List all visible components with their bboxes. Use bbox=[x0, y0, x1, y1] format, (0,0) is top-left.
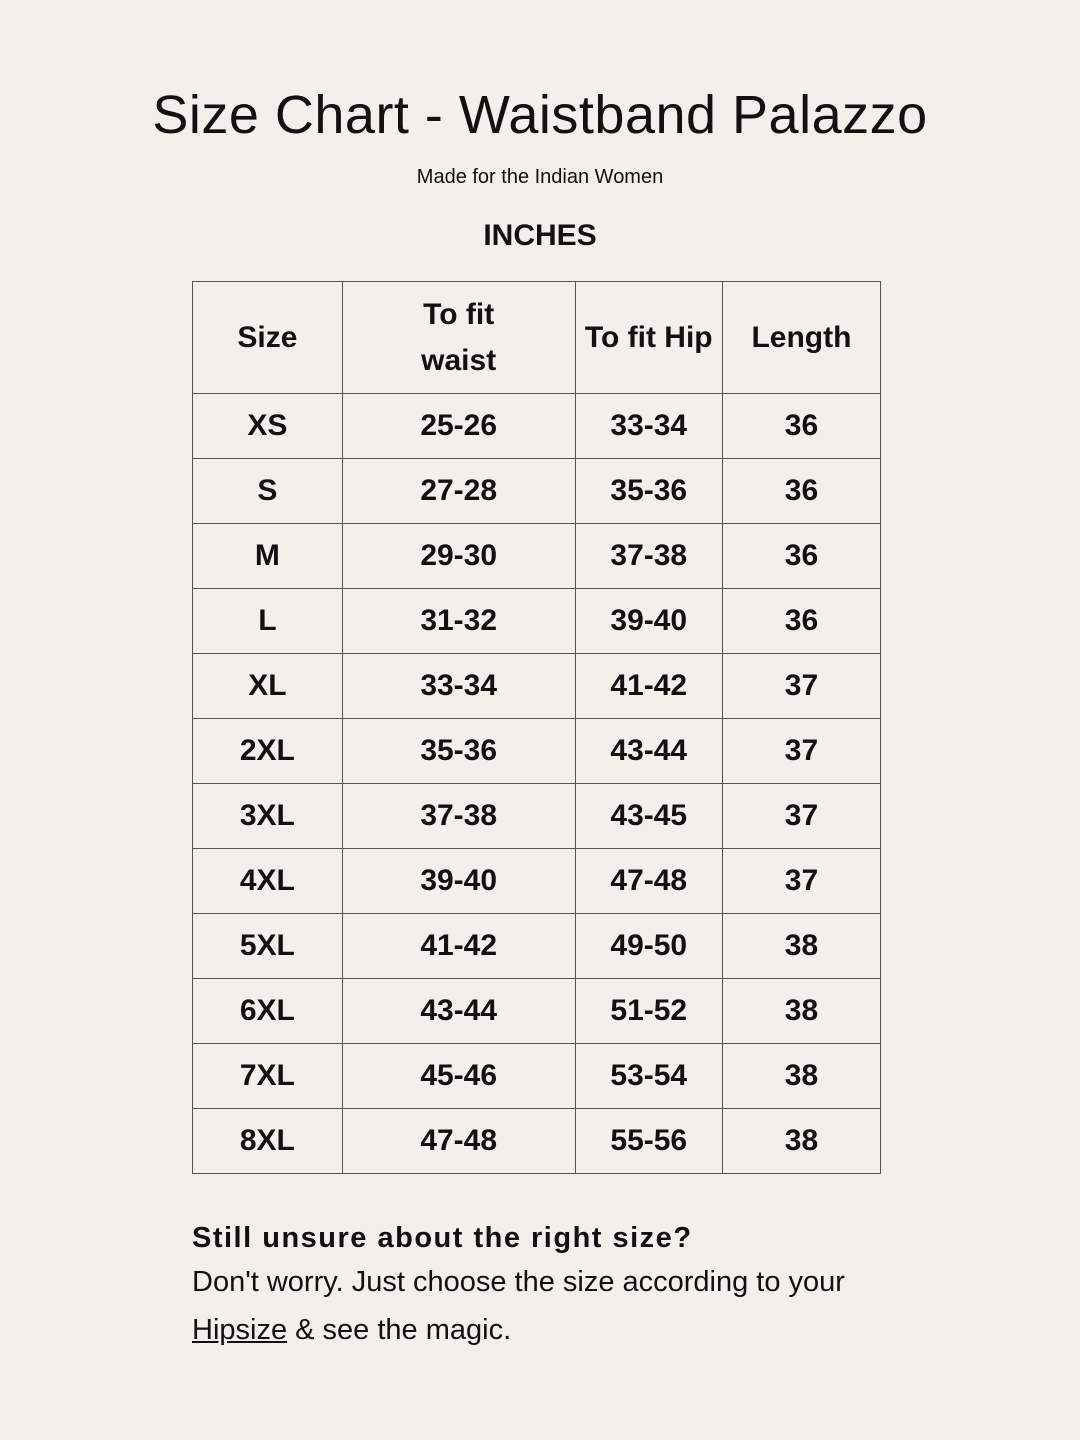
cell-length: 38 bbox=[721, 1108, 882, 1174]
cell-hip: 43-45 bbox=[574, 783, 723, 849]
cell-hip: 37-38 bbox=[574, 523, 723, 589]
cell-length: 37 bbox=[721, 653, 882, 719]
cell-length: 37 bbox=[721, 848, 882, 914]
table-row: 2XL 35-36 43-44 37 bbox=[192, 718, 882, 784]
note-text-end: & see the magic. bbox=[287, 1314, 512, 1346]
cell-waist: 43-44 bbox=[341, 978, 576, 1044]
cell-hip: 51-52 bbox=[574, 978, 723, 1044]
table-row: M 29-30 37-38 36 bbox=[192, 523, 882, 589]
cell-waist: 47-48 bbox=[341, 1108, 576, 1174]
table-header-row: Size To fit waist To fit Hip Length bbox=[192, 281, 882, 394]
cell-length: 38 bbox=[721, 978, 882, 1044]
cell-hip: 35-36 bbox=[574, 458, 723, 524]
table-row: 8XL 47-48 55-56 38 bbox=[192, 1108, 882, 1174]
header-length: Length bbox=[721, 281, 882, 394]
cell-size: 5XL bbox=[192, 913, 343, 979]
cell-length: 36 bbox=[721, 588, 882, 654]
cell-waist: 27-28 bbox=[341, 458, 576, 524]
cell-size: 2XL bbox=[192, 718, 343, 784]
note-text: Don't worry. Just choose the size accord… bbox=[192, 1266, 845, 1298]
header-hip: To fit Hip bbox=[574, 281, 723, 394]
cell-length: 38 bbox=[721, 913, 882, 979]
cell-size: 6XL bbox=[192, 978, 343, 1044]
cell-waist: 29-30 bbox=[341, 523, 576, 589]
cell-waist: 33-34 bbox=[341, 653, 576, 719]
subtitle: Made for the Indian Women bbox=[416, 166, 664, 188]
cell-length: 37 bbox=[721, 783, 882, 849]
cell-size: XL bbox=[192, 653, 343, 719]
size-table: Size To fit waist To fit Hip Length XS 25… bbox=[192, 281, 882, 1174]
cell-size: M bbox=[192, 523, 343, 589]
cell-length: 36 bbox=[721, 458, 882, 524]
header-size: Size bbox=[192, 281, 343, 394]
cell-size: 8XL bbox=[192, 1108, 343, 1174]
note-body: Don't worry. Just choose the size accord… bbox=[192, 1258, 912, 1354]
cell-length: 37 bbox=[721, 718, 882, 784]
unit-label: INCHES bbox=[483, 219, 597, 252]
cell-hip: 41-42 bbox=[574, 653, 723, 719]
table-row: L 31-32 39-40 36 bbox=[192, 588, 882, 654]
table-row: 5XL 41-42 49-50 38 bbox=[192, 913, 882, 979]
cell-hip: 33-34 bbox=[574, 393, 723, 459]
header-waist: To fit waist bbox=[341, 281, 576, 394]
cell-length: 38 bbox=[721, 1043, 882, 1109]
cell-hip: 39-40 bbox=[574, 588, 723, 654]
cell-size: L bbox=[192, 588, 343, 654]
table-row: S 27-28 35-36 36 bbox=[192, 458, 882, 524]
table-row: 6XL 43-44 51-52 38 bbox=[192, 978, 882, 1044]
hipsize-link[interactable]: Hipsize bbox=[192, 1314, 288, 1346]
cell-length: 36 bbox=[721, 393, 882, 459]
cell-waist: 45-46 bbox=[341, 1043, 576, 1109]
cell-waist: 39-40 bbox=[341, 848, 576, 914]
cell-hip: 49-50 bbox=[574, 913, 723, 979]
table-row: XS 25-26 33-34 36 bbox=[192, 393, 882, 459]
note-heading: Still unsure about the right size? bbox=[192, 1222, 693, 1254]
cell-waist: 35-36 bbox=[341, 718, 576, 784]
table-row: 7XL 45-46 53-54 38 bbox=[192, 1043, 882, 1109]
table-row: 3XL 37-38 43-45 37 bbox=[192, 783, 882, 849]
size-help-note: Still unsure about the right size? Don't… bbox=[192, 1218, 912, 1354]
cell-hip: 47-48 bbox=[574, 848, 723, 914]
cell-size: 4XL bbox=[192, 848, 343, 914]
cell-hip: 43-44 bbox=[574, 718, 723, 784]
cell-size: S bbox=[192, 458, 343, 524]
cell-waist: 37-38 bbox=[341, 783, 576, 849]
cell-waist: 41-42 bbox=[341, 913, 576, 979]
cell-size: 7XL bbox=[192, 1043, 343, 1109]
page-title: Size Chart - Waistband Palazzo bbox=[152, 85, 928, 145]
cell-waist: 25-26 bbox=[341, 393, 576, 459]
cell-length: 36 bbox=[721, 523, 882, 589]
cell-size: XS bbox=[192, 393, 343, 459]
cell-waist: 31-32 bbox=[341, 588, 576, 654]
table-row: 4XL 39-40 47-48 37 bbox=[192, 848, 882, 914]
cell-hip: 55-56 bbox=[574, 1108, 723, 1174]
table-row: XL 33-34 41-42 37 bbox=[192, 653, 882, 719]
cell-size: 3XL bbox=[192, 783, 343, 849]
cell-hip: 53-54 bbox=[574, 1043, 723, 1109]
